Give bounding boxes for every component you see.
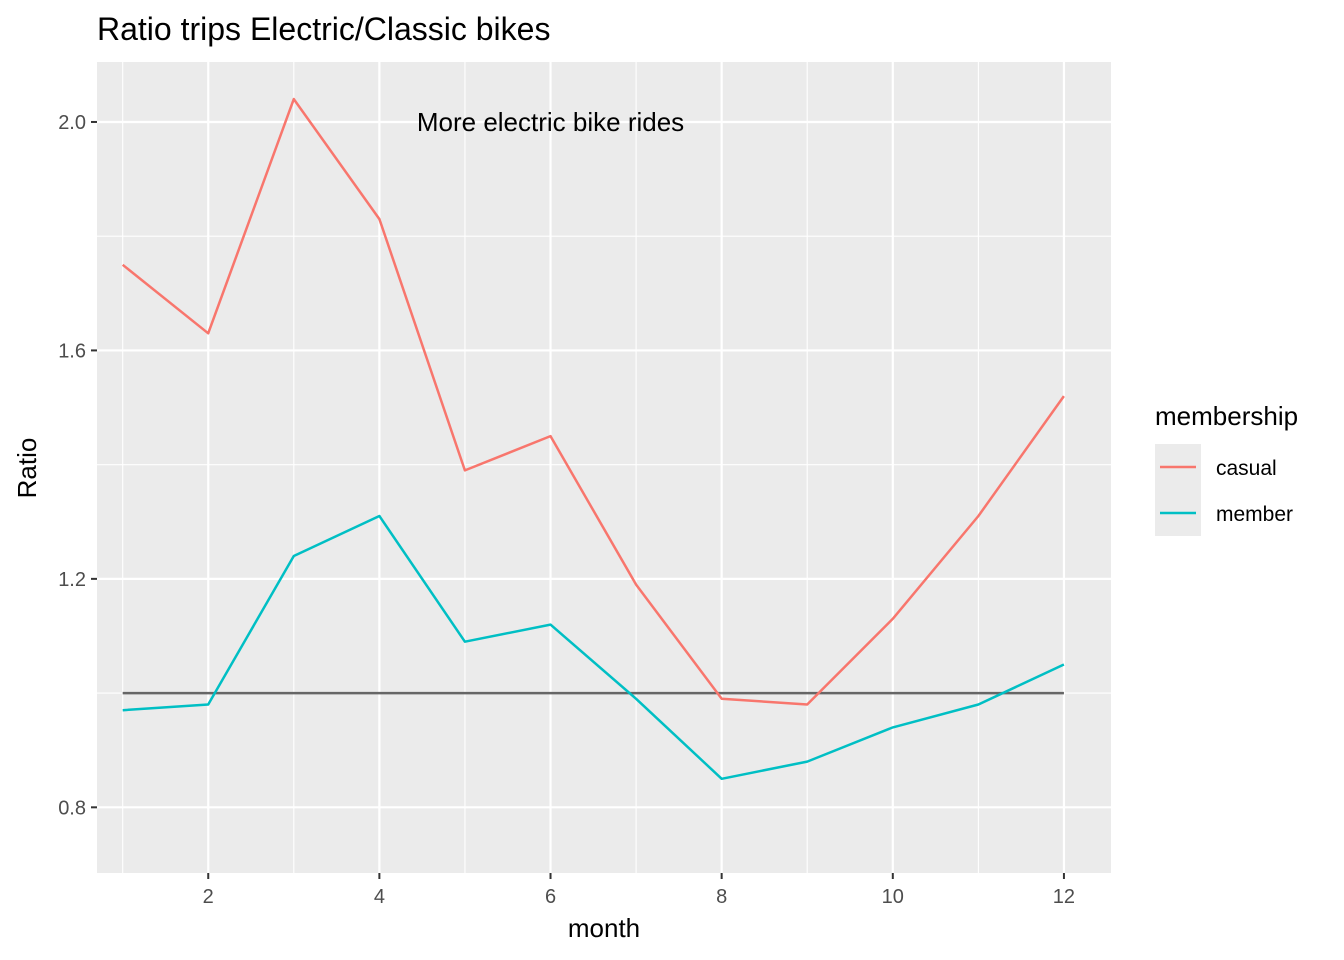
plot-panel: More electric bike rides — [97, 62, 1111, 873]
y-tick-label: 0.8 — [58, 797, 86, 819]
x-tick-label: 4 — [374, 886, 385, 908]
x-axis-title: month — [568, 913, 640, 943]
x-tick-label: 2 — [203, 886, 214, 908]
x-tick-label: 8 — [716, 886, 727, 908]
x-tick-label: 6 — [545, 886, 556, 908]
legend-title: membership — [1155, 401, 1298, 431]
series-line-member — [122, 514, 1065, 781]
x-tick-label: 12 — [1053, 886, 1075, 908]
y-tick-label: 1.2 — [58, 569, 86, 591]
y-tick-label: 1.6 — [58, 340, 86, 362]
y-tick-label: 2.0 — [58, 112, 86, 134]
y-axis-title: Ratio — [12, 438, 42, 499]
chart-title: Ratio trips Electric/Classic bikes — [97, 11, 550, 47]
x-tick-label: 10 — [882, 886, 904, 908]
legend: membership casual member — [1155, 401, 1298, 536]
legend-label-casual: casual — [1216, 457, 1277, 480]
series-line-casual — [121, 97, 1065, 706]
annotation-text: More electric bike rides — [417, 107, 684, 137]
legend-label-member: member — [1216, 503, 1293, 526]
panel-background — [97, 62, 1111, 873]
